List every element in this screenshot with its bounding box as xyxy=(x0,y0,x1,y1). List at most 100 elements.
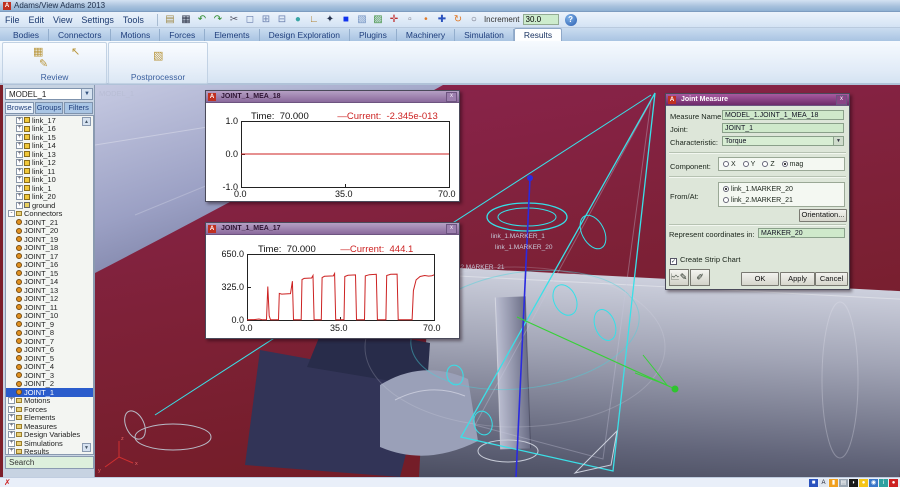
tree-expander-icon[interactable]: + xyxy=(8,414,15,422)
tree-item-forces[interactable]: + Forces xyxy=(6,405,93,414)
tree-scroll-down[interactable]: ▼ xyxy=(82,443,91,452)
tree-expander-icon[interactable]: + xyxy=(8,405,15,413)
help-icon[interactable]: ? xyxy=(564,13,577,26)
alert-icon[interactable]: ● xyxy=(889,478,898,487)
tree-item-joint_8[interactable]: JOINT_8 xyxy=(6,328,93,337)
measure-name-input[interactable]: MODEL_1.JOINT_1_MEA_18 xyxy=(722,110,844,120)
tree-item-link_15[interactable]: + link_15 xyxy=(6,133,93,142)
tab-simulation[interactable]: Simulation xyxy=(455,29,514,41)
tree-item-link_1[interactable]: + link_1 xyxy=(6,184,93,193)
tab-results[interactable]: Results xyxy=(513,28,563,41)
close-icon[interactable]: x xyxy=(446,91,457,102)
fit-view-icon[interactable]: ✛ xyxy=(389,14,399,25)
tree-expander-icon[interactable]: + xyxy=(8,397,15,405)
open-file-icon[interactable]: ▤ xyxy=(165,14,175,25)
tree-expander-icon[interactable]: + xyxy=(16,125,23,133)
tree-item-ground[interactable]: + ground xyxy=(6,201,93,210)
tree-item-joint_21[interactable]: JOINT_21 xyxy=(6,218,93,227)
stop-icon[interactable]: ✗ xyxy=(4,478,11,487)
tree-item-link_10[interactable]: + link_10 xyxy=(6,175,93,184)
plot-pen-icon[interactable]: ✎ xyxy=(39,58,49,70)
tree-item-joint_3[interactable]: JOINT_3 xyxy=(6,371,93,380)
tree-item-joint_7[interactable]: JOINT_7 xyxy=(6,337,93,346)
tree-item-joint_2[interactable]: JOINT_2 xyxy=(6,379,93,388)
characteristic-select[interactable]: Torque ▼ xyxy=(722,136,844,146)
sidebar-tab-browse[interactable]: Browse xyxy=(5,102,34,114)
rotate-icon[interactable]: ↻ xyxy=(453,14,463,25)
undo-icon[interactable]: ↶ xyxy=(197,14,207,25)
tree-item-joint_15[interactable]: JOINT_15 xyxy=(6,269,93,278)
animation-icon[interactable]: ▦ xyxy=(33,46,44,58)
cancel-button[interactable]: Cancel xyxy=(815,272,848,286)
tree-item-link_20[interactable]: + link_20 xyxy=(6,192,93,201)
language-bar-icon[interactable]: A xyxy=(819,478,828,487)
tab-bodies[interactable]: Bodies xyxy=(4,29,49,41)
component-option-x[interactable]: X xyxy=(723,161,736,168)
tree-expander-icon[interactable]: + xyxy=(16,193,23,201)
tree-item-joint_16[interactable]: JOINT_16 xyxy=(6,260,93,269)
tree-scroll-up[interactable]: ▲ xyxy=(82,117,91,126)
tree-item-joint_20[interactable]: JOINT_20 xyxy=(6,226,93,235)
radio-icon[interactable] xyxy=(723,161,729,167)
menu-file[interactable]: File xyxy=(5,14,20,25)
tree-item-measures[interactable]: + Measures xyxy=(6,422,93,431)
model-selector[interactable]: MODEL_1 ▼ xyxy=(5,88,93,100)
chart2-title-bar[interactable]: A JOINT_1_MEA_17 x xyxy=(206,223,459,235)
chevron-down-icon[interactable]: ▼ xyxy=(81,89,92,99)
fromat-option[interactable]: link_1.MARKER_20 xyxy=(723,185,844,194)
tree-item-joint_13[interactable]: JOINT_13 xyxy=(6,286,93,295)
component-option-y[interactable]: Y xyxy=(742,161,755,168)
probe-icon[interactable]: ↖ xyxy=(71,46,81,58)
info-icon[interactable]: i xyxy=(879,478,888,487)
tree-item-link_11[interactable]: + link_11 xyxy=(6,167,93,176)
tree-expander-icon[interactable]: + xyxy=(16,167,23,175)
apply-button[interactable]: Apply xyxy=(780,272,815,286)
tree-item-link_12[interactable]: + link_12 xyxy=(6,158,93,167)
menu-edit[interactable]: Edit xyxy=(28,14,45,25)
shaded-sphere-icon[interactable]: ● xyxy=(294,14,301,25)
render-icon[interactable]: ▧ xyxy=(357,14,367,25)
tree-item-link_14[interactable]: + link_14 xyxy=(6,141,93,150)
menu-settings[interactable]: Settings xyxy=(81,14,114,25)
tree-item-joint_1[interactable]: JOINT_1 xyxy=(6,388,93,397)
strip-chart-window-mea18[interactable]: A JOINT_1_MEA_18 x Time: 70.000 —Current… xyxy=(205,90,460,202)
app-blue-icon[interactable]: ■ xyxy=(809,478,818,487)
tree-expander-icon[interactable]: + xyxy=(16,201,23,209)
sidebar-tab-filters[interactable]: Filters xyxy=(64,102,94,114)
component-option-z[interactable]: Z xyxy=(762,161,775,168)
strip-chart-window-mea17[interactable]: A JOINT_1_MEA_17 x Time: 70.000 —Current… xyxy=(205,222,460,339)
tree-item-joint_6[interactable]: JOINT_6 xyxy=(6,345,93,354)
tree-item-design-variables[interactable]: + Design Variables xyxy=(6,430,93,439)
postprocessor-icon[interactable]: ▧ xyxy=(153,50,164,62)
fromat-option[interactable]: link_2.MARKER_21 xyxy=(723,196,844,205)
represent-input[interactable]: MARKER_20 xyxy=(758,228,845,238)
axes-icon[interactable]: ∟ xyxy=(309,14,319,25)
chart1-title-bar[interactable]: A JOINT_1_MEA_18 x xyxy=(206,91,459,103)
radio-icon[interactable] xyxy=(742,161,749,167)
tree-item-simulations[interactable]: + Simulations xyxy=(6,439,93,448)
select-area-icon[interactable]: ▫ xyxy=(408,14,412,25)
display-icon[interactable]: ▤ xyxy=(839,478,848,487)
joint-measure-dialog[interactable]: A Joint Measure x Measure Name MODEL_1.J… xyxy=(665,93,850,290)
chevron-down-icon[interactable]: ▼ xyxy=(833,137,843,145)
joint-input[interactable]: JOINT_1 xyxy=(722,123,844,133)
menu-view[interactable]: View xyxy=(53,14,73,25)
tree-item-motions[interactable]: + Motions xyxy=(6,396,93,405)
close-icon[interactable]: x xyxy=(836,94,847,105)
tab-forces[interactable]: Forces xyxy=(160,29,206,41)
tab-elements[interactable]: Elements xyxy=(205,29,260,41)
cut-icon[interactable]: ✂ xyxy=(229,14,239,25)
component-option-mag[interactable]: mag xyxy=(781,161,803,168)
tree-item-joint_18[interactable]: JOINT_18 xyxy=(6,243,93,252)
tree-item-joint_9[interactable]: JOINT_9 xyxy=(6,320,93,329)
increment-input[interactable] xyxy=(522,14,559,25)
search-input[interactable]: Search xyxy=(5,456,94,469)
strip-chart-checkbox-row[interactable]: ✓ Create Strip Chart xyxy=(670,255,740,265)
tree-expander-icon[interactable]: + xyxy=(16,184,23,192)
tree-item-joint_12[interactable]: JOINT_12 xyxy=(6,294,93,303)
dialog-title-bar[interactable]: A Joint Measure x xyxy=(666,94,849,106)
orientation-button[interactable]: Orientation... xyxy=(799,209,847,222)
export-image-icon[interactable]: ▨ xyxy=(373,14,383,25)
update-icon[interactable]: ▮ xyxy=(829,478,838,487)
radio-icon[interactable] xyxy=(762,161,769,167)
